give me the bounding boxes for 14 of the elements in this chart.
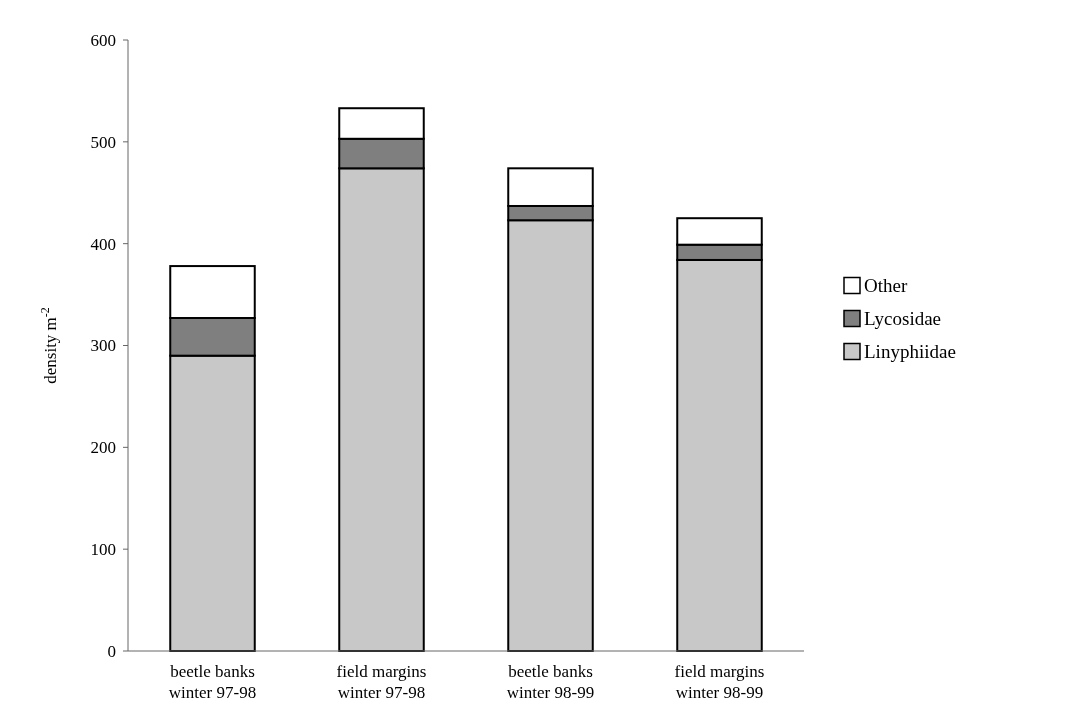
legend-label: Linyphiidae	[864, 341, 956, 363]
y-tick-label: 500	[90, 132, 116, 152]
x-tick-label: beetle banks winter 98-99	[506, 662, 595, 702]
y-tick-label: 200	[90, 438, 116, 458]
x-tick-label: field margins winter 97-98	[336, 662, 427, 702]
y-tick-label: 400	[90, 234, 116, 254]
x-tick-label: beetle banks winter 97-98	[168, 662, 257, 702]
y-tick-label: 300	[90, 336, 116, 356]
y-tick-label: 0	[107, 641, 116, 661]
y-tick-label: 100	[90, 540, 116, 560]
legend-label: Other	[864, 275, 908, 297]
x-tick-label: field margins winter 98-99	[674, 662, 765, 702]
y-tick-label: 600	[90, 30, 116, 50]
legend-label: Lycosidae	[864, 308, 942, 330]
